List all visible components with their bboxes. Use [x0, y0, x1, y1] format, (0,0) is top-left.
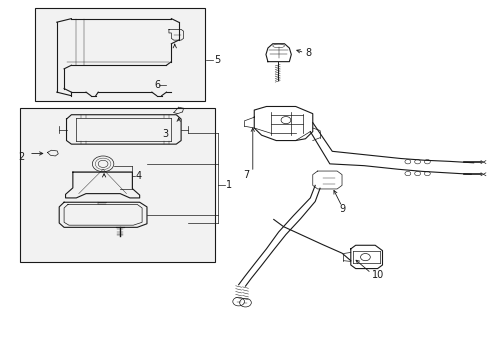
Text: 4: 4	[136, 171, 142, 181]
Text: 9: 9	[339, 204, 345, 215]
Text: 10: 10	[371, 270, 384, 280]
Text: 2: 2	[18, 152, 24, 162]
Text: 5: 5	[214, 55, 220, 65]
Text: 3: 3	[162, 129, 168, 139]
Text: 8: 8	[305, 48, 311, 58]
Bar	[35, 8, 205, 101]
Bar	[20, 108, 215, 262]
Text: 7: 7	[243, 170, 249, 180]
Text: 6: 6	[155, 80, 161, 90]
Text: 1: 1	[225, 180, 232, 190]
